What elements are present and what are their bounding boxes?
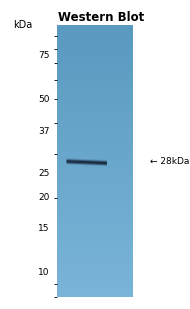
Text: Western Blot: Western Blot bbox=[58, 11, 144, 24]
Text: 20: 20 bbox=[38, 193, 49, 202]
Text: 25: 25 bbox=[38, 169, 49, 179]
Text: 37: 37 bbox=[38, 127, 49, 136]
Text: 10: 10 bbox=[38, 268, 49, 277]
Text: kDa: kDa bbox=[13, 20, 32, 30]
Text: 15: 15 bbox=[38, 224, 49, 234]
Text: ← 28kDa: ← 28kDa bbox=[150, 157, 189, 166]
Text: 75: 75 bbox=[38, 51, 49, 60]
Text: 50: 50 bbox=[38, 95, 49, 104]
